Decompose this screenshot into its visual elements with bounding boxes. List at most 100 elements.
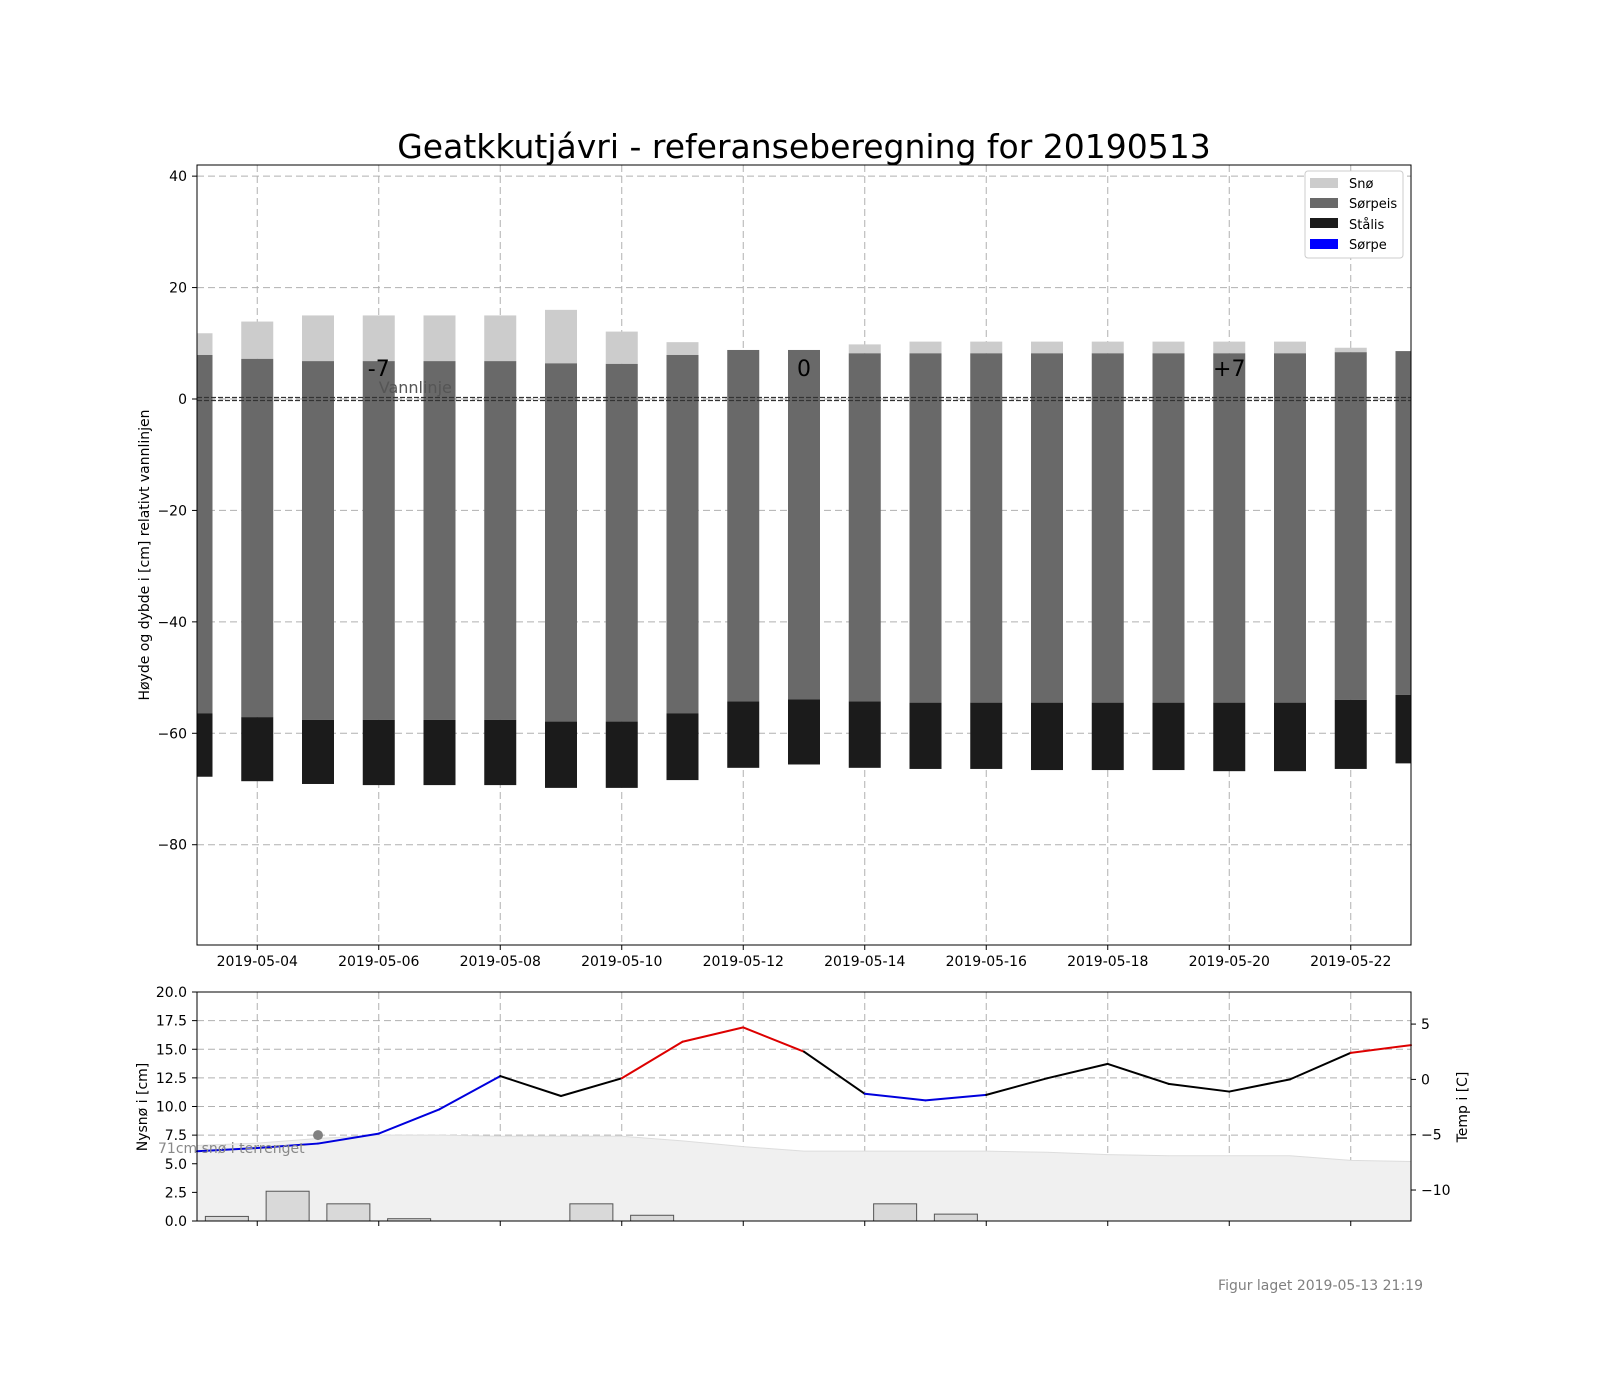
legend-swatch-sno <box>1310 178 1338 188</box>
top-y-tick-label: −80 <box>157 838 187 854</box>
bar-stalis <box>1031 702 1063 771</box>
bar-sno <box>666 342 699 355</box>
waterline-label: Vannlinje <box>379 378 452 397</box>
bar-sorpeis <box>1031 353 1063 703</box>
top-x-tick-label: 2019-05-10 <box>581 954 662 970</box>
bottom-y-tick-label: 15.0 <box>156 1042 187 1058</box>
bar-sorpeis <box>197 354 213 714</box>
top-y-tick-label: −60 <box>157 726 187 742</box>
bar-stalis <box>484 719 517 786</box>
bar-stalis <box>241 717 274 782</box>
temperature-segment <box>1167 1082 1231 1093</box>
new-snow-point <box>313 1130 323 1141</box>
bar-sorpeis <box>909 353 942 703</box>
new-snow-bar <box>873 1203 918 1222</box>
bottom-y-tick-label: 20.0 <box>156 985 187 1001</box>
top-x-tick-label: 2019-05-14 <box>824 954 905 970</box>
top-x-tick-label: 2019-05-04 <box>217 954 298 970</box>
bottom-y2-tick-label: 0 <box>1421 1072 1430 1088</box>
bottom-y-tick-label: 7.5 <box>165 1128 187 1144</box>
bar-sno <box>605 331 638 364</box>
bar-stalis <box>1213 702 1246 772</box>
bar-stalis <box>423 719 456 786</box>
legend-label-sorpeis: Sørpeis <box>1349 197 1397 212</box>
top-x-tick-label: 2019-05-06 <box>338 954 419 970</box>
top-y-tick-label: −20 <box>157 503 187 519</box>
bar-sno <box>241 321 274 359</box>
temperature-segment <box>499 1075 562 1097</box>
bottom-y2-tick-label: −5 <box>1421 1128 1442 1144</box>
bar-sno <box>484 315 517 362</box>
new-snow-bar <box>265 1190 310 1222</box>
temperature-segment <box>863 1092 927 1102</box>
bar-stalis <box>1152 702 1185 771</box>
top-bars <box>197 309 1411 788</box>
top-x-tick-label: 2019-05-22 <box>1310 954 1391 970</box>
new-snow-bar <box>630 1214 675 1222</box>
bar-stalis <box>1334 699 1367 769</box>
bottom-axes: 0.0 2.5 5.0 7.5 10.0 12.5 15.0 17.5 20.0 5 0 −5 −10 <box>156 985 1451 1230</box>
legend-swatch-sorpeis <box>1310 198 1338 208</box>
terrain-snow-label: 71cm snø i terrenget <box>158 1141 305 1157</box>
bar-sorpeis <box>1395 351 1411 695</box>
bar-stalis <box>788 699 820 765</box>
bar-sno <box>1091 341 1124 354</box>
temperature-segment <box>377 1108 441 1135</box>
temperature-segment <box>1349 1044 1412 1054</box>
bottom-y-tick-label: 12.5 <box>156 1071 187 1087</box>
legend-label-sorpe: Sørpe <box>1349 238 1387 253</box>
top-plot-frame <box>196 164 1412 946</box>
bottom-y2-axis-label: Temp i [C] <box>1455 1072 1471 1144</box>
top-y-tick-label: 20 <box>169 281 187 297</box>
bar-sno <box>362 315 395 362</box>
weather-chart: 71cm snø i terrenget 0.0 2.5 5.0 7.5 10.0 12.… <box>135 985 1471 1230</box>
new-snow-bar <box>204 1215 249 1222</box>
bar-sno <box>545 309 577 364</box>
temperature-segment <box>803 1050 866 1095</box>
temperature-segment <box>438 1075 502 1111</box>
bottom-y-tick-label: 2.5 <box>165 1185 187 1201</box>
day-offset-label: -7 <box>368 357 390 382</box>
bar-sorpeis <box>666 354 699 714</box>
day-labels: -7 0 +7 <box>368 357 1246 382</box>
temperature-line <box>196 1026 1412 1153</box>
bar-sno <box>848 344 881 354</box>
temperature-segment <box>620 1040 684 1080</box>
bottom-y-tick-label: 0.0 <box>165 1214 187 1230</box>
bar-sno <box>302 315 334 362</box>
bar-sorpeis <box>302 361 334 720</box>
new-snow-bars <box>204 1190 978 1222</box>
temperature-segment <box>317 1132 380 1145</box>
bar-sorpeis <box>970 353 1003 703</box>
bar-stalis <box>727 701 760 768</box>
bar-stalis <box>1274 702 1306 772</box>
bar-sorpeis <box>484 361 517 720</box>
bar-sorpeis <box>1334 352 1367 700</box>
bar-sorpeis <box>241 358 274 718</box>
bottom-y-tick-label: 10.0 <box>156 1100 187 1116</box>
top-y-tick-label: −40 <box>157 615 187 631</box>
bar-sorpeis <box>727 349 760 702</box>
waterline: Vannlinje <box>197 378 1411 402</box>
top-x-tick-label: 2019-05-20 <box>1189 954 1270 970</box>
bar-sorpeis <box>1213 353 1246 703</box>
bar-sno <box>1334 347 1367 353</box>
legend-label-stalis: Stålis <box>1349 218 1385 233</box>
day-offset-label: 0 <box>797 357 811 382</box>
top-x-tick-label: 2019-05-08 <box>460 954 541 970</box>
bar-sno <box>423 315 456 362</box>
bar-sorpeis <box>605 363 638 722</box>
bar-sorpeis <box>788 349 820 700</box>
temperature-segment <box>1046 1062 1109 1080</box>
bar-sorpeis <box>545 363 577 722</box>
bottom-y-tick-label: 17.5 <box>156 1014 187 1030</box>
bar-stalis <box>605 721 638 788</box>
bar-sno <box>197 333 213 355</box>
temperature-segment <box>924 1093 988 1102</box>
bar-sorpeis <box>1152 353 1185 703</box>
top-x-tick-label: 2019-05-18 <box>1067 954 1148 970</box>
bar-sno <box>970 341 1003 354</box>
bar-stalis <box>970 702 1003 769</box>
bottom-y2-tick-label: 5 <box>1421 1017 1430 1033</box>
